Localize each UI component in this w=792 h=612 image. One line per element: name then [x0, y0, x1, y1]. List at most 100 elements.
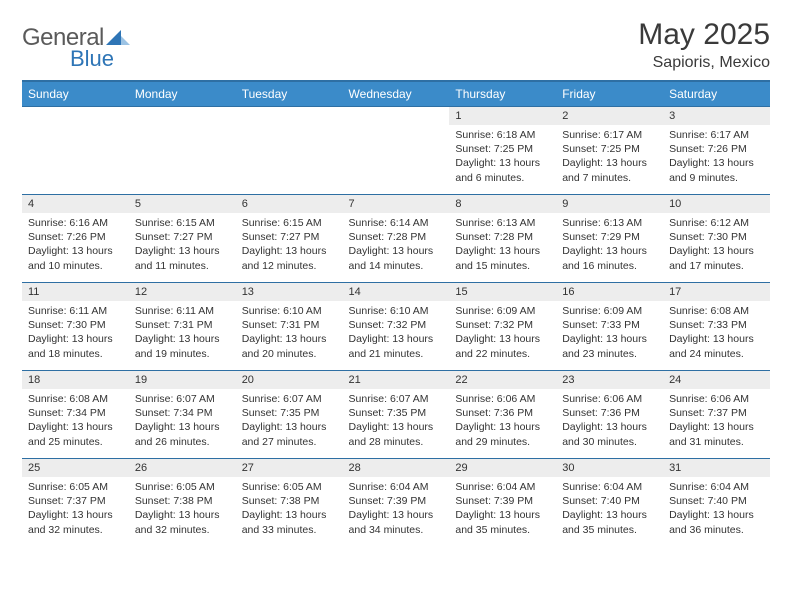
calendar-cell: 10Sunrise: 6:12 AMSunset: 7:30 PMDayligh…: [663, 195, 770, 283]
calendar-cell: 26Sunrise: 6:05 AMSunset: 7:38 PMDayligh…: [129, 459, 236, 547]
calendar-cell: 2Sunrise: 6:17 AMSunset: 7:25 PMDaylight…: [556, 107, 663, 195]
day-details: Sunrise: 6:07 AMSunset: 7:35 PMDaylight:…: [236, 389, 343, 451]
empty-day: [236, 107, 343, 125]
day-details: Sunrise: 6:04 AMSunset: 7:40 PMDaylight:…: [556, 477, 663, 539]
calendar-cell: 20Sunrise: 6:07 AMSunset: 7:35 PMDayligh…: [236, 371, 343, 459]
calendar-cell: 11Sunrise: 6:11 AMSunset: 7:30 PMDayligh…: [22, 283, 129, 371]
day-details: Sunrise: 6:10 AMSunset: 7:31 PMDaylight:…: [236, 301, 343, 363]
weekday-header: Thursday: [449, 81, 556, 107]
weekday-header: Monday: [129, 81, 236, 107]
day-number: 16: [556, 283, 663, 301]
day-number: 21: [343, 371, 450, 389]
day-number: 19: [129, 371, 236, 389]
calendar-cell-empty: [129, 107, 236, 195]
logo: GeneralBlue: [22, 18, 130, 72]
day-number: 28: [343, 459, 450, 477]
day-details: Sunrise: 6:07 AMSunset: 7:34 PMDaylight:…: [129, 389, 236, 451]
calendar-cell: 22Sunrise: 6:06 AMSunset: 7:36 PMDayligh…: [449, 371, 556, 459]
day-number: 5: [129, 195, 236, 213]
day-number: 29: [449, 459, 556, 477]
day-number: 25: [22, 459, 129, 477]
day-details: Sunrise: 6:11 AMSunset: 7:31 PMDaylight:…: [129, 301, 236, 363]
day-details: Sunrise: 6:05 AMSunset: 7:37 PMDaylight:…: [22, 477, 129, 539]
calendar-cell: 3Sunrise: 6:17 AMSunset: 7:26 PMDaylight…: [663, 107, 770, 195]
calendar-cell: 8Sunrise: 6:13 AMSunset: 7:28 PMDaylight…: [449, 195, 556, 283]
calendar-cell: 17Sunrise: 6:08 AMSunset: 7:33 PMDayligh…: [663, 283, 770, 371]
day-details: Sunrise: 6:04 AMSunset: 7:40 PMDaylight:…: [663, 477, 770, 539]
calendar-body: 1Sunrise: 6:18 AMSunset: 7:25 PMDaylight…: [22, 107, 770, 547]
day-number: 1: [449, 107, 556, 125]
day-number: 10: [663, 195, 770, 213]
day-number: 30: [556, 459, 663, 477]
day-details: Sunrise: 6:13 AMSunset: 7:29 PMDaylight:…: [556, 213, 663, 275]
calendar-cell: 9Sunrise: 6:13 AMSunset: 7:29 PMDaylight…: [556, 195, 663, 283]
day-details: Sunrise: 6:13 AMSunset: 7:28 PMDaylight:…: [449, 213, 556, 275]
calendar-cell: 25Sunrise: 6:05 AMSunset: 7:37 PMDayligh…: [22, 459, 129, 547]
day-details: Sunrise: 6:07 AMSunset: 7:35 PMDaylight:…: [343, 389, 450, 451]
title-block: May 2025 Sapioris, Mexico: [638, 18, 770, 72]
weekday-header: Sunday: [22, 81, 129, 107]
day-number: 17: [663, 283, 770, 301]
calendar-cell: 6Sunrise: 6:15 AMSunset: 7:27 PMDaylight…: [236, 195, 343, 283]
day-details: Sunrise: 6:17 AMSunset: 7:25 PMDaylight:…: [556, 125, 663, 187]
day-details: Sunrise: 6:04 AMSunset: 7:39 PMDaylight:…: [343, 477, 450, 539]
day-details: Sunrise: 6:16 AMSunset: 7:26 PMDaylight:…: [22, 213, 129, 275]
day-details: Sunrise: 6:04 AMSunset: 7:39 PMDaylight:…: [449, 477, 556, 539]
weekday-header: Wednesday: [343, 81, 450, 107]
calendar-cell: 14Sunrise: 6:10 AMSunset: 7:32 PMDayligh…: [343, 283, 450, 371]
day-details: Sunrise: 6:08 AMSunset: 7:34 PMDaylight:…: [22, 389, 129, 451]
weekday-header: Friday: [556, 81, 663, 107]
empty-day: [343, 107, 450, 125]
day-number: 8: [449, 195, 556, 213]
day-number: 4: [22, 195, 129, 213]
calendar-row: 18Sunrise: 6:08 AMSunset: 7:34 PMDayligh…: [22, 371, 770, 459]
calendar-header-row: SundayMondayTuesdayWednesdayThursdayFrid…: [22, 81, 770, 107]
day-number: 2: [556, 107, 663, 125]
day-details: Sunrise: 6:06 AMSunset: 7:37 PMDaylight:…: [663, 389, 770, 451]
day-number: 15: [449, 283, 556, 301]
day-details: Sunrise: 6:15 AMSunset: 7:27 PMDaylight:…: [236, 213, 343, 275]
calendar-cell: 13Sunrise: 6:10 AMSunset: 7:31 PMDayligh…: [236, 283, 343, 371]
day-number: 27: [236, 459, 343, 477]
empty-day: [22, 107, 129, 125]
calendar-cell: 7Sunrise: 6:14 AMSunset: 7:28 PMDaylight…: [343, 195, 450, 283]
calendar-page: GeneralBlue May 2025 Sapioris, Mexico Su…: [0, 0, 792, 547]
calendar-cell: 18Sunrise: 6:08 AMSunset: 7:34 PMDayligh…: [22, 371, 129, 459]
day-number: 14: [343, 283, 450, 301]
day-number: 12: [129, 283, 236, 301]
day-details: Sunrise: 6:10 AMSunset: 7:32 PMDaylight:…: [343, 301, 450, 363]
day-number: 31: [663, 459, 770, 477]
day-number: 20: [236, 371, 343, 389]
calendar-cell: 1Sunrise: 6:18 AMSunset: 7:25 PMDaylight…: [449, 107, 556, 195]
calendar-cell-empty: [236, 107, 343, 195]
page-title: May 2025: [638, 18, 770, 52]
calendar-cell: 28Sunrise: 6:04 AMSunset: 7:39 PMDayligh…: [343, 459, 450, 547]
logo-text-2: Blue: [70, 46, 130, 72]
calendar-cell: 15Sunrise: 6:09 AMSunset: 7:32 PMDayligh…: [449, 283, 556, 371]
day-details: Sunrise: 6:09 AMSunset: 7:33 PMDaylight:…: [556, 301, 663, 363]
calendar-table: SundayMondayTuesdayWednesdayThursdayFrid…: [22, 80, 770, 547]
day-details: Sunrise: 6:11 AMSunset: 7:30 PMDaylight:…: [22, 301, 129, 363]
day-details: Sunrise: 6:18 AMSunset: 7:25 PMDaylight:…: [449, 125, 556, 187]
day-number: 26: [129, 459, 236, 477]
day-details: Sunrise: 6:06 AMSunset: 7:36 PMDaylight:…: [556, 389, 663, 451]
calendar-cell: 24Sunrise: 6:06 AMSunset: 7:37 PMDayligh…: [663, 371, 770, 459]
day-details: Sunrise: 6:15 AMSunset: 7:27 PMDaylight:…: [129, 213, 236, 275]
day-details: Sunrise: 6:12 AMSunset: 7:30 PMDaylight:…: [663, 213, 770, 275]
day-details: Sunrise: 6:06 AMSunset: 7:36 PMDaylight:…: [449, 389, 556, 451]
calendar-cell: 31Sunrise: 6:04 AMSunset: 7:40 PMDayligh…: [663, 459, 770, 547]
day-number: 13: [236, 283, 343, 301]
day-details: Sunrise: 6:14 AMSunset: 7:28 PMDaylight:…: [343, 213, 450, 275]
day-number: 22: [449, 371, 556, 389]
calendar-cell: 23Sunrise: 6:06 AMSunset: 7:36 PMDayligh…: [556, 371, 663, 459]
header: GeneralBlue May 2025 Sapioris, Mexico: [22, 18, 770, 72]
calendar-row: 4Sunrise: 6:16 AMSunset: 7:26 PMDaylight…: [22, 195, 770, 283]
weekday-header: Saturday: [663, 81, 770, 107]
calendar-row: 1Sunrise: 6:18 AMSunset: 7:25 PMDaylight…: [22, 107, 770, 195]
calendar-cell: 16Sunrise: 6:09 AMSunset: 7:33 PMDayligh…: [556, 283, 663, 371]
calendar-cell: 4Sunrise: 6:16 AMSunset: 7:26 PMDaylight…: [22, 195, 129, 283]
empty-day: [129, 107, 236, 125]
calendar-row: 11Sunrise: 6:11 AMSunset: 7:30 PMDayligh…: [22, 283, 770, 371]
calendar-row: 25Sunrise: 6:05 AMSunset: 7:37 PMDayligh…: [22, 459, 770, 547]
calendar-cell-empty: [343, 107, 450, 195]
